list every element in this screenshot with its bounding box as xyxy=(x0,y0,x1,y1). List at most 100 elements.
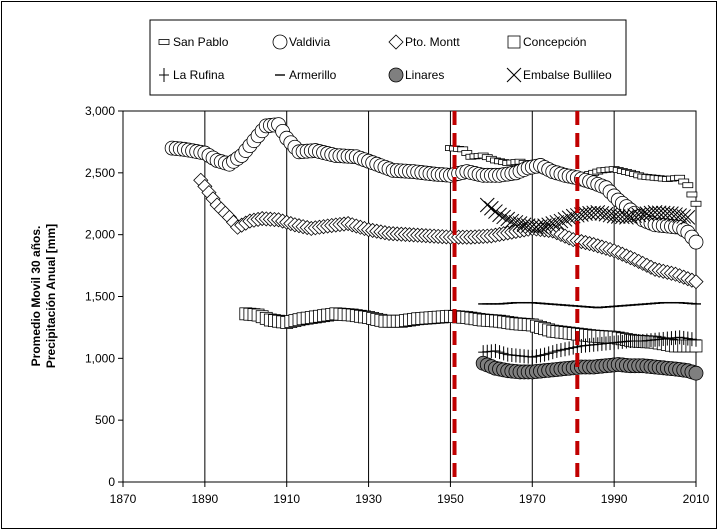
data-point xyxy=(678,330,689,345)
data-point xyxy=(557,212,573,227)
x-tick-label: 1990 xyxy=(601,492,628,506)
legend-label: La Rufina xyxy=(173,68,225,82)
x-tick-label: 1870 xyxy=(110,492,137,506)
data-point xyxy=(568,340,579,355)
y-axis-title-line-1: Promedio Movil 30 años. xyxy=(29,226,43,367)
data-point xyxy=(496,209,511,225)
data-point xyxy=(498,346,509,361)
legend-label: Concepción xyxy=(523,35,586,49)
data-point xyxy=(541,217,557,233)
y-tick-label: 500 xyxy=(95,413,115,427)
data-point xyxy=(664,206,679,221)
data-point xyxy=(507,35,521,49)
data-point xyxy=(549,214,565,230)
data-point xyxy=(488,204,503,219)
data-point xyxy=(545,216,561,231)
data-point xyxy=(688,365,704,381)
x-tick-label: 2010 xyxy=(683,492,710,506)
legend-entry: La Rufina xyxy=(159,68,225,82)
legend-label: Pto. Montt xyxy=(405,35,460,49)
y-tick-label: 1,500 xyxy=(85,290,115,304)
data-point xyxy=(686,332,697,347)
y-axis-title-line-2: Precipitación Anual [mm] xyxy=(44,224,58,368)
y-axis-title: Promedio Movil 30 años. Precipitación An… xyxy=(29,224,58,368)
data-point xyxy=(506,67,522,83)
data-point xyxy=(508,214,524,230)
legend-label: Embalse Bullileo xyxy=(523,68,612,82)
legend-label: Armerillo xyxy=(289,68,337,82)
data-point xyxy=(272,34,288,50)
x-tick-label: 1950 xyxy=(437,492,464,506)
legend-entry: San Pablo xyxy=(158,35,229,49)
data-point xyxy=(553,213,569,229)
series-la-rufina xyxy=(478,330,701,365)
data-point xyxy=(690,200,702,207)
tick-labels: 0 500 1,000 1,500 2,000 2,500 3,000 1870 1890 191… xyxy=(85,104,710,506)
legend-entries: San Pablo Valdivia Pto. Montt Concepción La … xyxy=(158,34,612,83)
series-embalse-bullileo xyxy=(479,197,696,235)
y-tick-label: 3,000 xyxy=(85,104,115,118)
data-point xyxy=(680,209,696,225)
data-point xyxy=(555,343,566,358)
legend-label: Linares xyxy=(405,68,444,82)
legend-entry: Embalse Bullileo xyxy=(506,67,612,83)
x-tick-label: 1930 xyxy=(355,492,382,506)
y-tick-label: 2,000 xyxy=(85,228,115,242)
legend-entry: Linares xyxy=(388,67,444,83)
reference-lines xyxy=(452,111,580,482)
data-point xyxy=(676,209,692,224)
data-point xyxy=(674,330,685,345)
data-point xyxy=(598,206,614,222)
data-point xyxy=(490,343,501,358)
y-tick-label: 1,000 xyxy=(85,351,115,365)
data-point xyxy=(535,348,546,363)
data-point xyxy=(504,213,520,229)
data-point xyxy=(527,350,538,365)
series-linares xyxy=(475,355,704,381)
data-point xyxy=(560,342,571,357)
data-point xyxy=(561,210,577,226)
data-point xyxy=(494,345,505,360)
data-point xyxy=(524,219,540,234)
y-tick-label: 0 xyxy=(108,475,115,489)
data-point xyxy=(388,34,404,50)
data-point xyxy=(388,67,404,83)
data-point xyxy=(691,332,701,347)
data-point xyxy=(686,191,698,198)
legend-entry: Valdivia xyxy=(272,34,330,50)
data-point xyxy=(590,205,606,220)
x-tick-label: 1910 xyxy=(273,492,300,506)
data-point xyxy=(672,208,687,223)
legend-label: San Pablo xyxy=(173,35,229,49)
data-point xyxy=(537,218,552,233)
legend-entry: Pto. Montt xyxy=(388,34,460,50)
data-point xyxy=(492,207,507,223)
data-point xyxy=(547,345,558,360)
data-point xyxy=(614,209,630,225)
legend-entry: Armerillo xyxy=(275,68,337,82)
series-layer xyxy=(164,117,704,381)
legend-entry: Concepción xyxy=(507,35,586,49)
data-point xyxy=(594,205,610,221)
data-point xyxy=(500,211,516,227)
data-point xyxy=(531,349,542,364)
data-point xyxy=(158,39,170,45)
data-point xyxy=(512,216,528,231)
data-point xyxy=(668,207,683,222)
data-point xyxy=(479,197,495,213)
legend-label: Valdivia xyxy=(289,35,330,49)
x-tick-label: 1890 xyxy=(192,492,219,506)
legend xyxy=(149,19,627,96)
data-point xyxy=(564,341,575,356)
data-point xyxy=(682,182,694,189)
data-point xyxy=(688,274,704,290)
data-point xyxy=(484,200,499,216)
series-armerillo xyxy=(478,301,701,309)
data-point xyxy=(539,347,550,362)
data-point xyxy=(159,68,169,82)
data-point xyxy=(688,234,704,250)
x-tick-label: 1970 xyxy=(519,492,546,506)
data-point xyxy=(682,331,693,346)
